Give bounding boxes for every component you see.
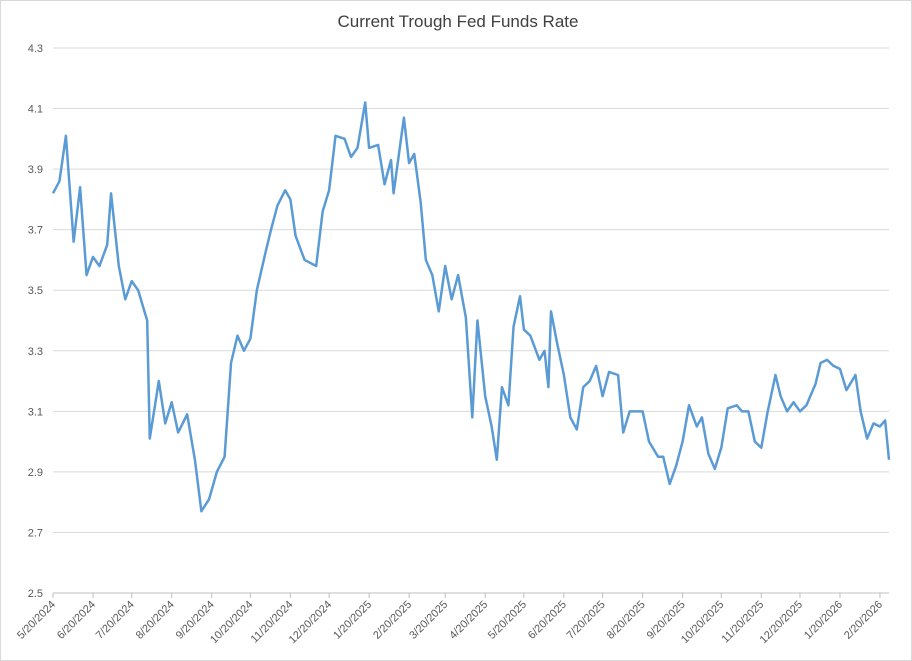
y-tick-label: 2.7 [28, 527, 43, 539]
y-tick-label: 2.9 [28, 467, 43, 479]
y-tick-label: 4.3 [28, 43, 43, 55]
line-series [51, 101, 891, 513]
y-tick-label: 3.5 [28, 285, 43, 297]
y-tick-label: 3.7 [28, 225, 43, 237]
y-tick-label: 2.5 [28, 588, 43, 600]
chart-title: Current Trough Fed Funds Rate [338, 12, 579, 31]
y-tick-label: 3.1 [28, 406, 43, 418]
y-tick-label: 4.1 [28, 104, 43, 116]
y-tick-label: 3.9 [28, 164, 43, 176]
y-tick-label: 3.3 [28, 346, 43, 358]
